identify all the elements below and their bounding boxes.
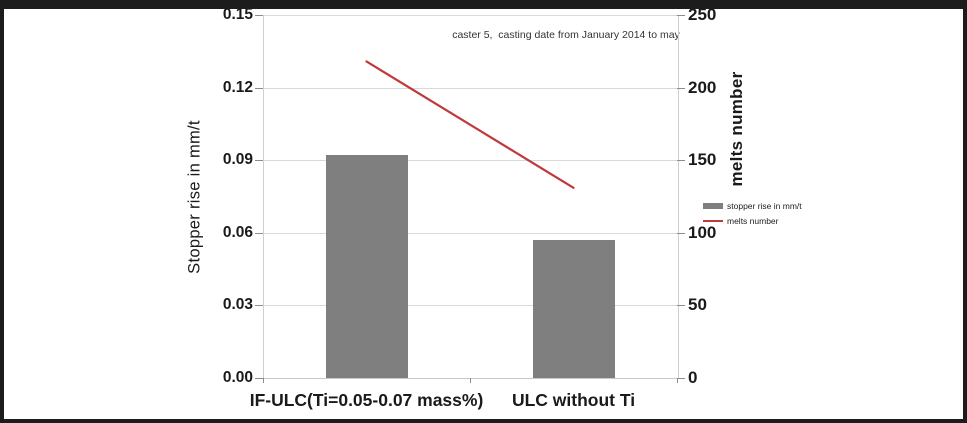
x-tick-mark <box>263 378 264 383</box>
left-tick-label: 0.12 <box>222 78 253 96</box>
gridline <box>263 15 677 16</box>
left-tick-label: 0.06 <box>222 223 253 241</box>
right-tick-label: 100 <box>688 222 717 242</box>
left-tick-mark <box>255 305 263 307</box>
legend-item-melts-number: melts number <box>703 213 802 228</box>
right-tick-label: 150 <box>688 150 717 170</box>
right-tick-label: 250 <box>688 5 717 24</box>
bar <box>532 240 615 378</box>
right-tick-label: 200 <box>688 77 717 97</box>
legend-label: stopper rise in mm/t <box>727 200 802 211</box>
left-tick-mark <box>255 378 263 379</box>
bar-legend-marker <box>703 202 723 209</box>
right-tick-label: 50 <box>688 295 707 315</box>
gridline <box>263 305 677 307</box>
right-tick-mark <box>677 305 685 307</box>
left-tick-mark <box>255 232 263 234</box>
right-tick-mark <box>677 160 685 162</box>
chart-canvas: caster 5, casting date from January 2014… <box>4 9 963 419</box>
left-tick-mark <box>255 15 263 16</box>
x-tick-mark <box>470 378 471 383</box>
left-tick-label: 0.00 <box>222 369 253 386</box>
plot-area <box>263 15 679 378</box>
chart-annotation: caster 5, casting date from January 2014… <box>452 29 680 41</box>
left-tick-mark <box>255 87 263 89</box>
x-category-label: IF-ULC(Ti=0.05-0.07 mass%) <box>249 390 484 410</box>
gridline <box>263 160 677 162</box>
x-tick-mark <box>677 378 678 383</box>
legend-label: melts number <box>727 215 779 226</box>
left-tick-label: 0.03 <box>222 296 253 314</box>
right-tick-mark <box>677 87 685 89</box>
gridline <box>263 232 677 234</box>
right-tick-label: 0 <box>688 368 698 387</box>
right-tick-mark <box>677 378 685 379</box>
x-category-label: ULC without Ti <box>511 390 636 410</box>
left-tick-mark <box>255 160 263 162</box>
melts-number-line <box>365 60 575 189</box>
legend: stopper rise in mm/t melts number <box>703 198 802 228</box>
right-tick-mark <box>677 232 685 234</box>
legend-item-stopper-rise: stopper rise in mm/t <box>703 198 802 213</box>
bar <box>325 155 408 378</box>
left-tick-label: 0.15 <box>222 6 253 23</box>
left-axis-title: Stopper rise in mm/t <box>185 120 204 274</box>
right-tick-mark <box>677 15 685 16</box>
gridline <box>263 87 677 89</box>
line-legend-marker <box>703 219 723 222</box>
left-tick-label: 0.09 <box>222 151 253 169</box>
